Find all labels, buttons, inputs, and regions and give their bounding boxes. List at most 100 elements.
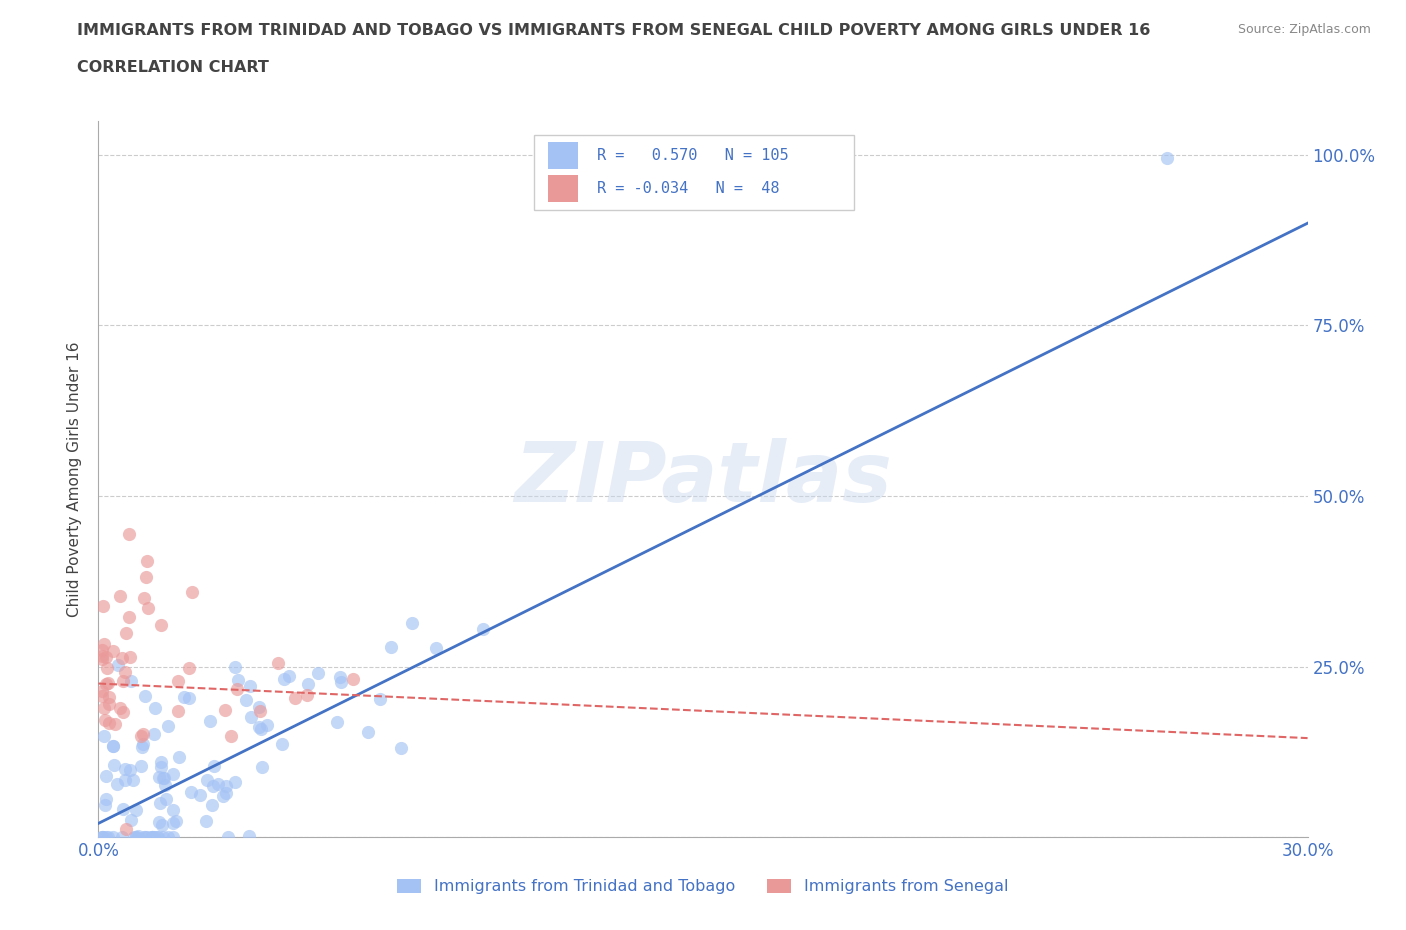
Point: [329, 670, 352, 684]
Point: [256, 717, 278, 732]
Point: [131, 740, 153, 755]
Point: [97, 830, 120, 844]
Point: [120, 673, 142, 688]
Point: [118, 763, 141, 777]
Point: [107, 658, 129, 672]
Point: [93, 636, 115, 651]
Point: [141, 830, 163, 844]
Point: [180, 784, 202, 799]
Point: [239, 678, 262, 693]
Point: [108, 589, 131, 604]
Point: [103, 738, 125, 753]
Point: [101, 830, 124, 844]
Point: [277, 668, 299, 683]
Point: [125, 830, 148, 844]
Point: [177, 691, 200, 706]
Point: [91, 649, 114, 664]
Point: [214, 702, 236, 717]
Point: [97, 676, 120, 691]
FancyBboxPatch shape: [548, 175, 578, 202]
Point: [167, 750, 190, 764]
Point: [153, 770, 176, 785]
Point: [91, 830, 114, 844]
Point: [110, 830, 132, 844]
Point: [96, 768, 118, 783]
Point: [150, 817, 173, 832]
Point: [111, 651, 134, 666]
Point: [131, 729, 153, 744]
Point: [221, 729, 243, 744]
Point: [389, 740, 412, 755]
Point: [173, 690, 195, 705]
Point: [252, 760, 274, 775]
Point: [91, 599, 114, 614]
Point: [124, 803, 146, 817]
Point: [101, 738, 124, 753]
Point: [136, 553, 159, 568]
Point: [91, 642, 114, 657]
Point: [132, 591, 155, 605]
Point: [329, 675, 352, 690]
Point: [226, 672, 249, 687]
Point: [202, 758, 225, 773]
Point: [148, 814, 170, 829]
Point: [136, 601, 159, 616]
Point: [103, 757, 125, 772]
Point: [97, 690, 120, 705]
Point: [143, 700, 166, 715]
Point: [380, 640, 402, 655]
Point: [150, 754, 173, 769]
Point: [224, 659, 246, 674]
Point: [127, 829, 149, 844]
Point: [195, 772, 218, 787]
Text: IMMIGRANTS FROM TRINIDAD AND TOBAGO VS IMMIGRANTS FROM SENEGAL CHILD POVERTY AMO: IMMIGRANTS FROM TRINIDAD AND TOBAGO VS I…: [77, 23, 1150, 38]
Point: [141, 830, 163, 844]
Point: [148, 769, 170, 784]
Point: [91, 688, 114, 703]
Point: [297, 677, 319, 692]
Point: [155, 792, 177, 807]
Point: [152, 771, 174, 786]
Point: [142, 726, 165, 741]
Point: [307, 665, 329, 680]
FancyBboxPatch shape: [548, 141, 578, 169]
Point: [93, 729, 115, 744]
Point: [1156, 151, 1178, 166]
Point: [91, 652, 114, 667]
Point: [94, 677, 117, 692]
Point: [471, 621, 494, 636]
Point: [149, 618, 172, 632]
Point: [124, 830, 146, 844]
Point: [115, 626, 138, 641]
Point: [165, 814, 187, 829]
Point: [105, 777, 128, 791]
Point: [157, 718, 180, 733]
Point: [118, 610, 141, 625]
Point: [297, 688, 319, 703]
Point: [249, 704, 271, 719]
Point: [370, 691, 392, 706]
Point: [273, 672, 295, 687]
Point: [235, 692, 257, 707]
Point: [270, 737, 292, 751]
Point: [162, 830, 184, 844]
Point: [167, 703, 190, 718]
Point: [112, 674, 135, 689]
Point: [132, 727, 155, 742]
Point: [93, 701, 115, 716]
Point: [124, 830, 146, 844]
Point: [401, 616, 423, 631]
Point: [94, 791, 117, 806]
Point: [141, 830, 163, 844]
Point: [129, 758, 152, 773]
Point: [145, 830, 167, 844]
Point: [120, 813, 142, 828]
Point: [357, 724, 380, 739]
Point: [94, 830, 117, 844]
Point: [188, 787, 211, 802]
Text: CORRELATION CHART: CORRELATION CHART: [77, 60, 269, 75]
Point: [238, 829, 260, 844]
Point: [342, 671, 364, 686]
Point: [149, 796, 172, 811]
Point: [111, 704, 134, 719]
